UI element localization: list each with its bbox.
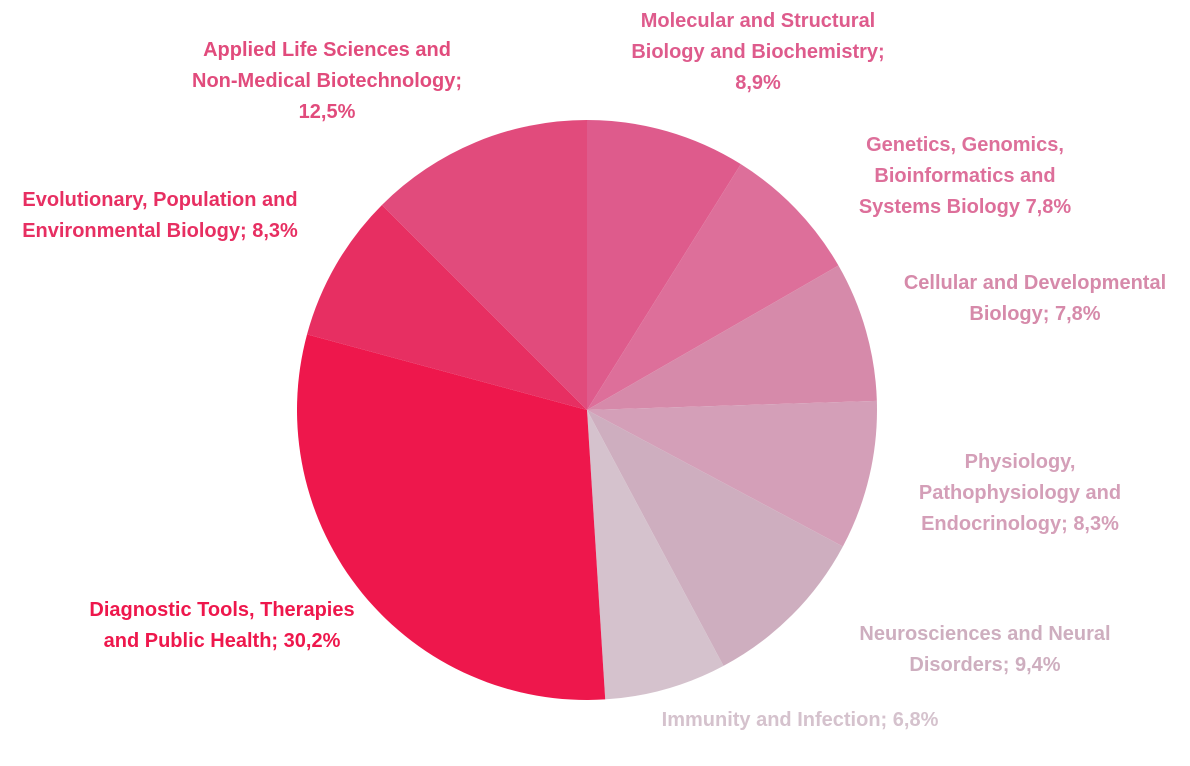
value-label: 8,3% <box>252 220 298 242</box>
category-label: Physiology, Pathophysiology and Endocrin… <box>918 451 1122 535</box>
pie-slice <box>587 410 843 666</box>
category-label: Neurosciences and Neural Disorders; <box>859 623 1111 676</box>
slice-label: Molecular and Structural Biology and Bio… <box>628 6 888 99</box>
value-label: 8,3% <box>1073 513 1119 535</box>
value-label: 6,8% <box>892 709 939 731</box>
category-label: Cellular and Developmental Biology; <box>903 272 1167 325</box>
category-label: Applied Life Sciences and Non-Medical Bi… <box>192 39 462 92</box>
slice-label: Genetics, Genomics, Bioinformatics and S… <box>840 130 1090 223</box>
slice-label: Cellular and Developmental Biology; 7,8% <box>880 268 1190 330</box>
slice-label: Diagnostic Tools, Therapies and Public H… <box>87 595 357 657</box>
value-label: 7,8% <box>1025 196 1072 218</box>
value-label: 9,4% <box>1015 654 1061 676</box>
pie-slice <box>307 204 587 410</box>
value-label: 30,2% <box>283 630 341 652</box>
slice-label: Neurosciences and Neural Disorders; 9,4% <box>845 619 1125 681</box>
slice-label: Physiology, Pathophysiology and Endocrin… <box>885 447 1155 540</box>
pie-slice <box>297 334 606 700</box>
value-label: 8,9% <box>735 72 781 94</box>
pie-slice <box>587 410 724 700</box>
category-label: Genetics, Genomics, Bioinformatics and S… <box>858 134 1064 218</box>
pie-slice <box>587 120 741 410</box>
category-label: Molecular and Structural Biology and Bio… <box>631 10 885 63</box>
category-label: Evolutionary, Population and Environment… <box>22 189 298 242</box>
pie-slice <box>381 119 587 410</box>
slice-label: Evolutionary, Population and Environment… <box>0 185 325 247</box>
slice-label: Applied Life Sciences and Non-Medical Bi… <box>182 35 472 128</box>
slice-label: Immunity and Infection; 6,8% <box>635 705 965 736</box>
pie-slice <box>587 400 877 547</box>
pie-slice <box>587 265 877 410</box>
pie-slice <box>587 164 839 410</box>
category-label: Diagnostic Tools, Therapies and Public H… <box>89 599 355 652</box>
value-label: 7,8% <box>1054 303 1101 325</box>
value-label: 12,5% <box>298 101 356 123</box>
category-label: Immunity and Infection; <box>661 709 888 731</box>
